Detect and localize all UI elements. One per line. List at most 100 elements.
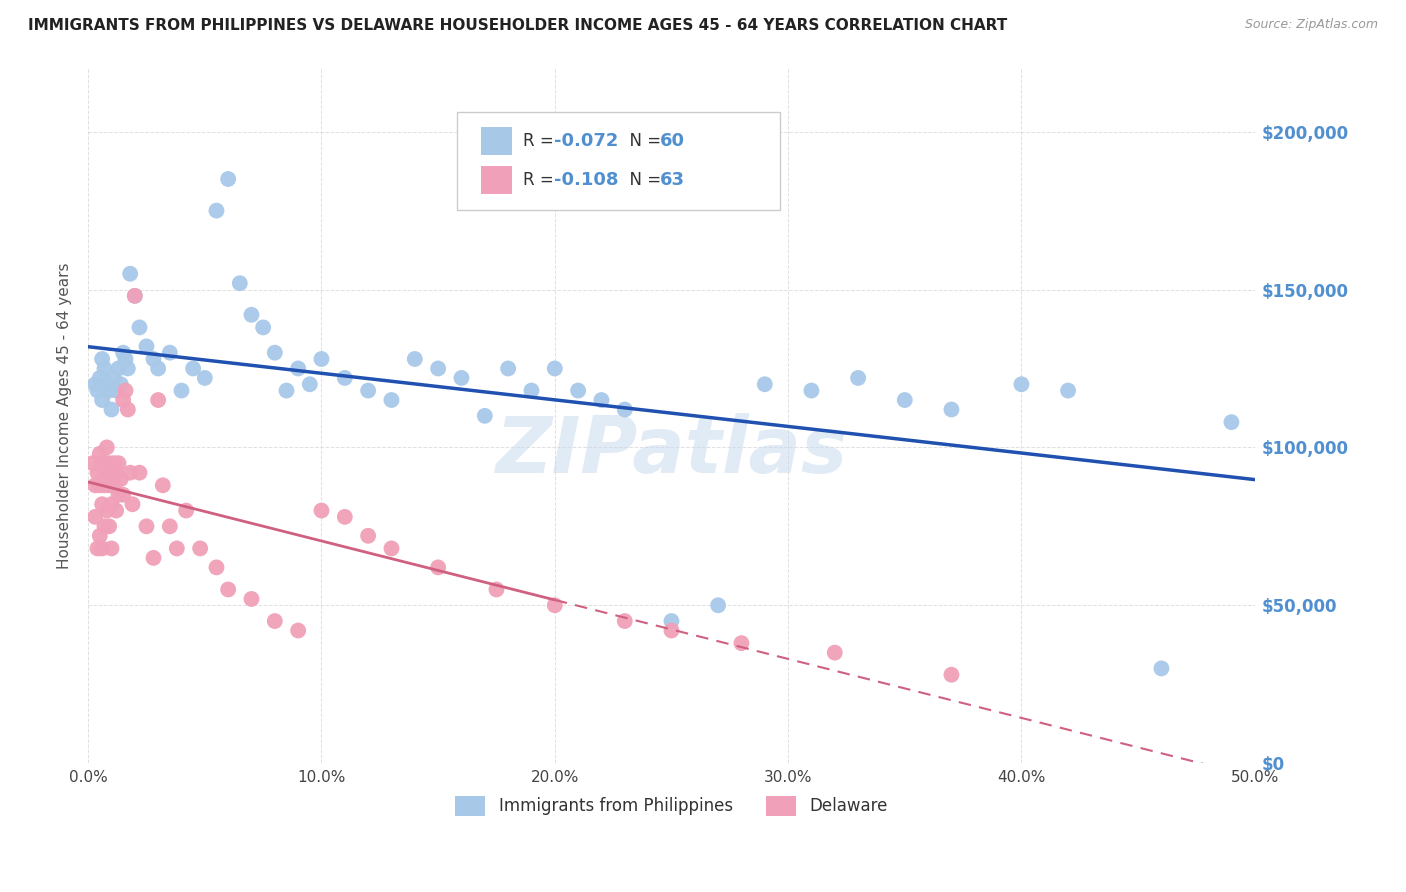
Point	[474, 409, 496, 423]
Point	[120, 267, 142, 281]
Point	[174, 503, 197, 517]
Point	[152, 478, 174, 492]
Point	[128, 466, 150, 480]
Point	[86, 541, 108, 556]
Point	[427, 560, 450, 574]
Point	[380, 541, 402, 556]
Point	[205, 560, 228, 574]
Text: N =: N =	[619, 132, 666, 150]
Point	[661, 624, 683, 638]
Point	[110, 377, 132, 392]
Point	[263, 614, 285, 628]
Point	[159, 345, 181, 359]
Point	[613, 402, 636, 417]
Point	[100, 402, 122, 417]
Point	[357, 384, 380, 398]
Point	[91, 541, 114, 556]
Point	[824, 646, 846, 660]
Text: Source: ZipAtlas.com: Source: ZipAtlas.com	[1244, 18, 1378, 31]
Point	[450, 371, 472, 385]
Point	[107, 456, 129, 470]
Point	[298, 377, 321, 392]
Point	[496, 361, 519, 376]
Point	[91, 392, 114, 407]
Point	[100, 497, 122, 511]
Point	[96, 466, 118, 480]
Point	[661, 614, 683, 628]
Point	[84, 478, 107, 492]
Point	[89, 371, 111, 385]
Point	[84, 377, 107, 392]
Point	[485, 582, 508, 597]
Point	[107, 488, 129, 502]
Point	[91, 351, 114, 366]
Point	[404, 351, 426, 366]
Point	[93, 456, 115, 470]
Point	[205, 203, 228, 218]
Point	[114, 351, 136, 366]
Point	[159, 519, 181, 533]
Point	[240, 591, 263, 606]
Point	[114, 384, 136, 398]
Text: N =: N =	[619, 171, 666, 189]
Point	[89, 478, 111, 492]
Point	[89, 529, 111, 543]
Point	[567, 384, 589, 398]
Point	[166, 541, 188, 556]
Point	[135, 339, 157, 353]
Point	[112, 392, 135, 407]
Text: -0.108: -0.108	[554, 171, 619, 189]
Point	[427, 361, 450, 376]
Point	[82, 456, 104, 470]
Point	[105, 466, 128, 480]
Point	[96, 503, 118, 517]
Point	[146, 361, 169, 376]
Point	[1150, 661, 1173, 675]
Point	[98, 456, 121, 470]
Point	[91, 497, 114, 511]
Point	[142, 351, 165, 366]
Point	[146, 392, 169, 407]
Point	[124, 289, 146, 303]
Point	[84, 509, 107, 524]
Point	[591, 392, 613, 407]
Point	[96, 441, 118, 455]
Point	[121, 497, 143, 511]
Point	[357, 529, 380, 543]
Point	[86, 466, 108, 480]
Point	[103, 478, 125, 492]
Text: IMMIGRANTS FROM PHILIPPINES VS DELAWARE HOUSEHOLDER INCOME AGES 45 - 64 YEARS CO: IMMIGRANTS FROM PHILIPPINES VS DELAWARE …	[28, 18, 1007, 33]
Text: R =: R =	[523, 171, 560, 189]
Point	[613, 614, 636, 628]
Point	[800, 384, 823, 398]
Point	[98, 519, 121, 533]
Point	[103, 371, 125, 385]
Point	[1010, 377, 1032, 392]
Point	[98, 384, 121, 398]
Point	[105, 384, 128, 398]
Point	[333, 509, 356, 524]
Point	[124, 289, 146, 303]
Point	[1057, 384, 1080, 398]
Point	[86, 384, 108, 398]
Point	[754, 377, 776, 392]
Text: 60: 60	[659, 132, 685, 150]
Point	[287, 624, 309, 638]
Point	[98, 478, 121, 492]
Point	[333, 371, 356, 385]
Point	[105, 503, 128, 517]
Point	[229, 277, 252, 291]
Point	[128, 320, 150, 334]
Text: 63: 63	[659, 171, 685, 189]
Point	[93, 478, 115, 492]
Point	[91, 456, 114, 470]
Point	[135, 519, 157, 533]
Point	[217, 172, 239, 186]
Point	[103, 456, 125, 470]
Point	[107, 361, 129, 376]
Point	[96, 377, 118, 392]
Point	[544, 361, 567, 376]
Point	[100, 466, 122, 480]
Point	[120, 466, 142, 480]
Point	[89, 447, 111, 461]
